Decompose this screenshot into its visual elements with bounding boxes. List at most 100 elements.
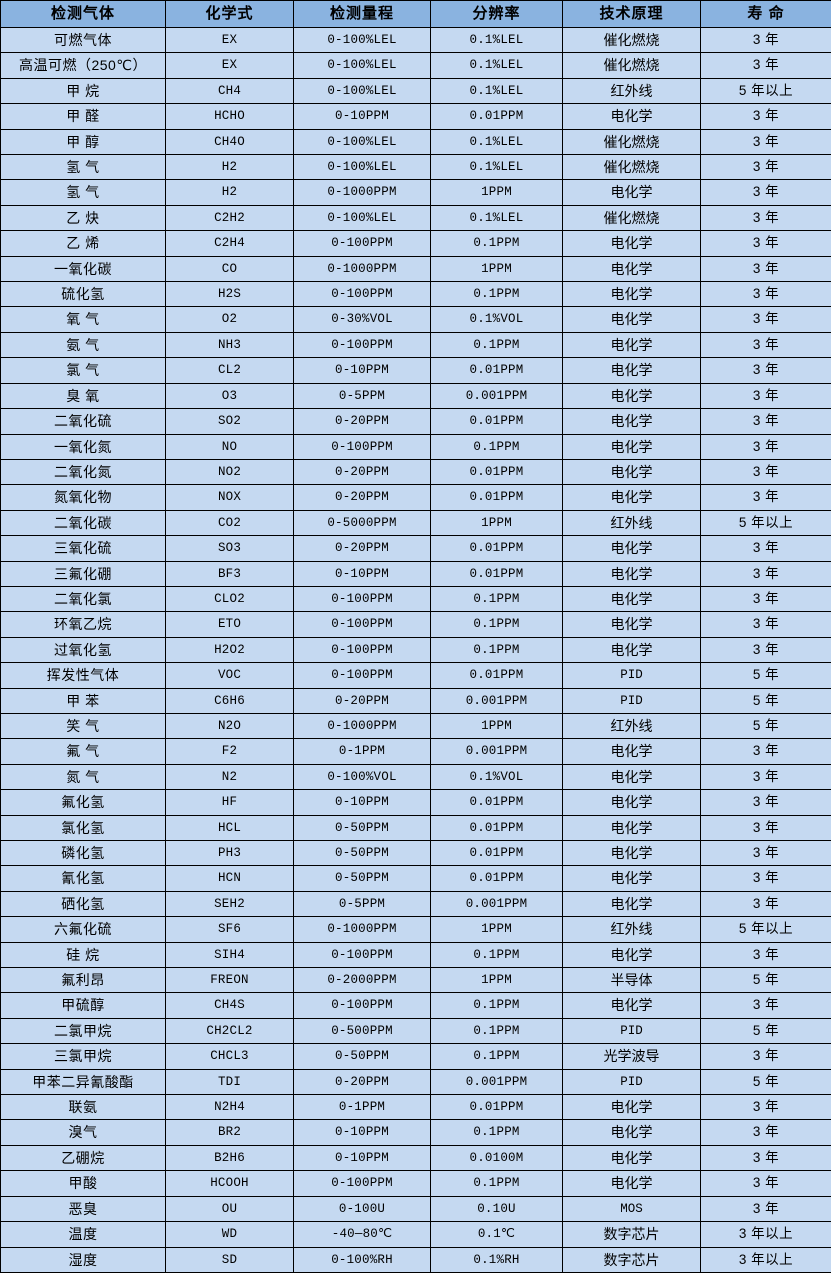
cell-resolution: 0.01PPM (431, 663, 563, 688)
cell-formula: N2O (166, 713, 294, 738)
cell-life: 3 年 (701, 739, 831, 764)
cell-gas: 乙 烯 (1, 231, 166, 256)
cell-formula: CH2CL2 (166, 1018, 294, 1043)
column-header-tech: 技术原理 (563, 1, 701, 28)
cell-life: 3 年以上 (701, 1247, 831, 1272)
cell-gas: 温度 (1, 1222, 166, 1247)
cell-resolution: 0.1PPM (431, 231, 563, 256)
cell-life: 3 年 (701, 764, 831, 789)
cell-resolution: 0.0100M (431, 1145, 563, 1170)
cell-life: 3 年 (701, 459, 831, 484)
cell-formula: O3 (166, 383, 294, 408)
cell-gas: 一氧化氮 (1, 434, 166, 459)
cell-range: 0-100PPM (294, 612, 431, 637)
cell-tech: 电化学 (563, 739, 701, 764)
cell-tech: 电化学 (563, 815, 701, 840)
cell-gas: 二氧化氯 (1, 586, 166, 611)
cell-range: 0-5PPM (294, 383, 431, 408)
cell-tech: 红外线 (563, 78, 701, 103)
cell-formula: NO2 (166, 459, 294, 484)
cell-formula: CO2 (166, 510, 294, 535)
table-header-row: 检测气体 化学式 检测量程 分辨率 技术原理 寿 命 (1, 1, 831, 28)
cell-range: 0-100%LEL (294, 53, 431, 78)
cell-gas: 高温可燃（250℃） (1, 53, 166, 78)
cell-tech: 电化学 (563, 1095, 701, 1120)
cell-life: 3 年 (701, 256, 831, 281)
cell-tech: 催化燃烧 (563, 28, 701, 53)
cell-resolution: 0.01PPM (431, 459, 563, 484)
cell-range: 0-1000PPM (294, 917, 431, 942)
column-header-gas: 检测气体 (1, 1, 166, 28)
cell-range: 0-10PPM (294, 561, 431, 586)
cell-tech: 电化学 (563, 586, 701, 611)
cell-resolution: 1PPM (431, 256, 563, 281)
cell-formula: SD (166, 1247, 294, 1272)
cell-range: 0-100%RH (294, 1247, 431, 1272)
cell-resolution: 0.1PPM (431, 612, 563, 637)
cell-gas: 湿度 (1, 1247, 166, 1272)
cell-resolution: 1PPM (431, 917, 563, 942)
cell-life: 3 年 (701, 993, 831, 1018)
cell-resolution: 0.10U (431, 1196, 563, 1221)
cell-life: 5 年以上 (701, 510, 831, 535)
cell-range: 0-100PPM (294, 1171, 431, 1196)
cell-range: 0-50PPM (294, 815, 431, 840)
cell-range: 0-1PPM (294, 739, 431, 764)
cell-life: 5 年以上 (701, 917, 831, 942)
cell-tech: 电化学 (563, 180, 701, 205)
cell-formula: HCHO (166, 104, 294, 129)
cell-gas: 臭 氧 (1, 383, 166, 408)
cell-life: 3 年 (701, 282, 831, 307)
cell-formula: CH4S (166, 993, 294, 1018)
cell-formula: WD (166, 1222, 294, 1247)
cell-resolution: 0.01PPM (431, 841, 563, 866)
cell-resolution: 0.1%LEL (431, 129, 563, 154)
cell-range: 0-20PPM (294, 1069, 431, 1094)
cell-gas: 氧 气 (1, 307, 166, 332)
cell-tech: 电化学 (563, 231, 701, 256)
cell-resolution: 0.01PPM (431, 561, 563, 586)
cell-formula: FREON (166, 968, 294, 993)
cell-resolution: 0.001PPM (431, 383, 563, 408)
cell-gas: 二氯甲烷 (1, 1018, 166, 1043)
cell-range: 0-10PPM (294, 1120, 431, 1145)
cell-formula: PH3 (166, 841, 294, 866)
cell-life: 3 年 (701, 1095, 831, 1120)
column-header-resolution: 分辨率 (431, 1, 563, 28)
cell-resolution: 0.1PPM (431, 637, 563, 662)
cell-range: 0-100%VOL (294, 764, 431, 789)
cell-life: 3 年 (701, 180, 831, 205)
cell-resolution: 1PPM (431, 968, 563, 993)
column-header-formula: 化学式 (166, 1, 294, 28)
cell-gas: 甲 烷 (1, 78, 166, 103)
cell-formula: HCN (166, 866, 294, 891)
cell-resolution: 0.1%RH (431, 1247, 563, 1272)
cell-resolution: 0.1%LEL (431, 78, 563, 103)
cell-tech: 电化学 (563, 1171, 701, 1196)
cell-range: 0-100%LEL (294, 28, 431, 53)
cell-gas: 甲 苯 (1, 688, 166, 713)
cell-formula: CHCL3 (166, 1044, 294, 1069)
cell-tech: 电化学 (563, 282, 701, 307)
cell-resolution: 0.1%LEL (431, 155, 563, 180)
cell-life: 5 年 (701, 1018, 831, 1043)
cell-resolution: 0.01PPM (431, 866, 563, 891)
cell-resolution: 0.1%LEL (431, 53, 563, 78)
cell-range: 0-100PPM (294, 993, 431, 1018)
